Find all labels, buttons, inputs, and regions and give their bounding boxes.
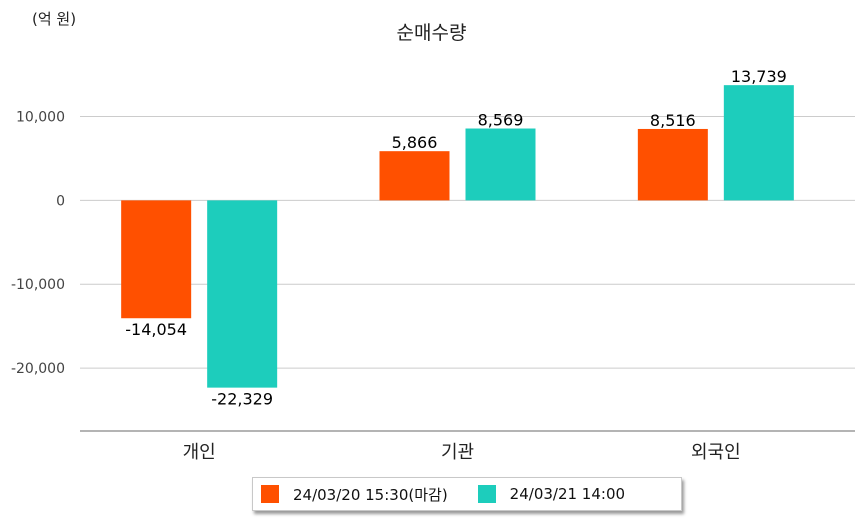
legend-label-series-1: 24/03/20 15:30(마감) bbox=[293, 485, 448, 504]
data-label: -14,054 bbox=[125, 320, 187, 339]
bar-1 bbox=[121, 200, 192, 319]
data-label: -22,329 bbox=[211, 390, 273, 409]
bar-1 bbox=[379, 151, 450, 201]
legend: 24/03/20 15:30(마감) 24/03/21 14:00 bbox=[252, 477, 682, 511]
legend-item-series-1[interactable]: 24/03/20 15:30(마감) bbox=[261, 484, 448, 505]
y-tick-label: 10,000 bbox=[16, 110, 65, 126]
x-tick-label: 기관 bbox=[441, 442, 474, 463]
x-tick-label: 외국인 bbox=[691, 442, 741, 463]
legend-swatch-series-2 bbox=[477, 485, 496, 503]
data-label: 8,516 bbox=[650, 111, 696, 130]
bar-2 bbox=[207, 200, 278, 388]
data-label: 13,739 bbox=[731, 67, 787, 86]
bar-1 bbox=[637, 128, 708, 201]
y-tick-label: -20,000 bbox=[11, 361, 65, 377]
legend-item-series-2[interactable]: 24/03/21 14:00 bbox=[477, 485, 626, 503]
unit-label: (억 원) bbox=[32, 10, 77, 28]
data-label: 5,866 bbox=[392, 133, 438, 152]
data-label: 8,569 bbox=[478, 111, 524, 130]
bar-2 bbox=[723, 85, 794, 201]
chart-title: 순매수량 bbox=[396, 22, 467, 44]
y-tick-label: 0 bbox=[56, 193, 65, 209]
bar-2 bbox=[465, 128, 536, 201]
y-tick-label: -10,000 bbox=[11, 277, 65, 293]
x-tick-label: 개인 bbox=[183, 442, 216, 463]
bar-chart: 10,000 0 -10,000 -20,000 -14,054 -22,329 개인 5,8… bbox=[11, 67, 855, 463]
legend-swatch-series-1 bbox=[261, 485, 279, 503]
legend-label-series-2: 24/03/21 14:00 bbox=[509, 485, 626, 503]
